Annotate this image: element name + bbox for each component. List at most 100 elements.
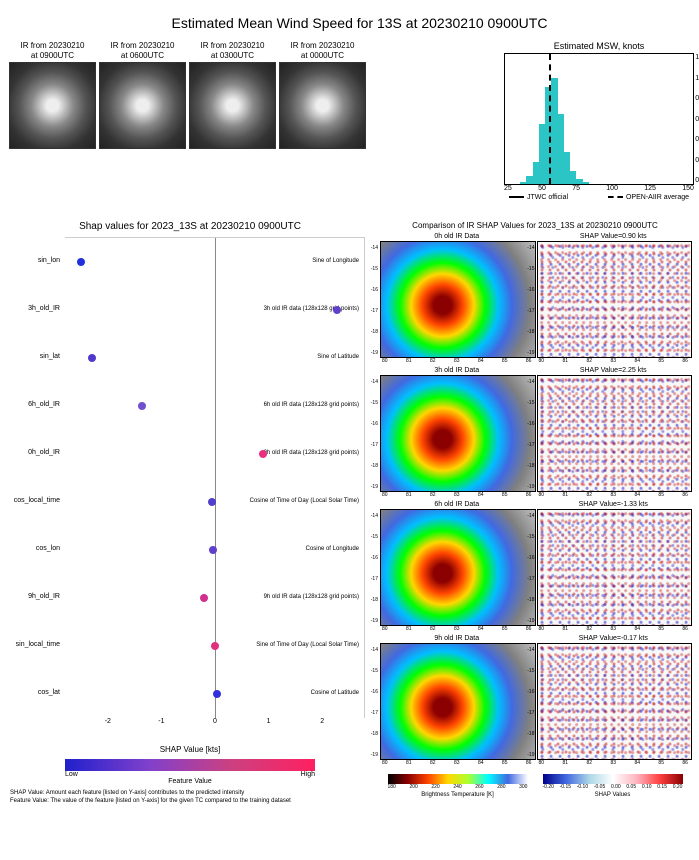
ir-cell-title: 6h old IR Data — [380, 501, 534, 508]
bt-tick: 300 — [519, 784, 527, 790]
ir-data-cell: 0h old IR Data -14-15-16-17-18-19 808182… — [380, 233, 534, 364]
sv-tick: -0.05 — [594, 784, 605, 790]
comparison-panel: Comparison of IR SHAP Values for 2023_13… — [380, 221, 690, 806]
shap-dot — [208, 498, 216, 506]
ir-thumb-1: IR from 20230210at 0600UTC — [100, 41, 185, 201]
shap-cell-title: SHAP Value=-0.17 kts — [537, 635, 691, 642]
shap-cell-title: SHAP Value=0.90 kts — [537, 233, 691, 240]
hist-xtick: 100 — [606, 185, 618, 192]
shap-dot — [213, 690, 221, 698]
shap-image — [537, 643, 693, 760]
shap-feature-desc: Sine of Time of Day (Local Solar Time) — [256, 642, 359, 648]
shap-title: Shap values for 2023_13S at 20230210 090… — [10, 221, 370, 232]
ir-image — [380, 375, 536, 492]
hist-xtick: 75 — [572, 185, 580, 192]
shap-feature-name: cos_lon — [10, 545, 60, 552]
ir-image — [380, 241, 536, 358]
shap-colorbar: -0.20-0.15-0.10-0.050.000.050.100.150.20… — [543, 774, 683, 798]
hist-ytick: 0.6 — [695, 116, 699, 123]
shap-image — [537, 509, 693, 626]
shap-xtick: 2 — [320, 718, 324, 725]
sv-tick: 0.20 — [673, 784, 683, 790]
shap-value-cell: SHAP Value=0.90 kts -14-15-16-17-18-19 8… — [537, 233, 691, 364]
sv-tick: -0.15 — [560, 784, 571, 790]
shap-dot — [259, 450, 267, 458]
shap-feature-name: cos_lat — [10, 689, 60, 696]
shap-feature-name: cos_local_time — [10, 497, 60, 504]
hist-ytick: 0.0 — [695, 177, 699, 184]
shap-cell-title: SHAP Value=-1.33 kts — [537, 501, 691, 508]
shap-feature-name: 3h_old_IR — [10, 305, 60, 312]
shap-feature-desc: Cosine of Latitude — [311, 690, 359, 696]
feature-bar-title: Feature Value — [10, 778, 370, 785]
ir-thumbnails: IR from 20230210at 0900UTC IR from 20230… — [10, 41, 484, 201]
shap-cell-title: SHAP Value=2.25 kts — [537, 367, 691, 374]
ir-thumb-3: IR from 20230210at 0000UTC — [280, 41, 365, 201]
ir-data-cell: 3h old IR Data -14-15-16-17-18-19 808182… — [380, 367, 534, 498]
ir-image — [380, 509, 536, 626]
ir-thumb-image — [99, 62, 186, 149]
feature-value-colorbar — [65, 759, 315, 771]
ir-thumb-label: IR from 20230210at 0300UTC — [200, 41, 264, 60]
shap-value-cell: SHAP Value=2.25 kts -14-15-16-17-18-19 8… — [537, 367, 691, 498]
shap-dot — [138, 402, 146, 410]
shap-plot: sin_lonSine of Longitude3h_old_IR3h old … — [65, 237, 365, 718]
ir-thumb-image — [189, 62, 276, 149]
hist-ytick: 0.8 — [695, 95, 699, 102]
histogram-title: Estimated MSW, knots — [489, 41, 699, 51]
ir-cell-title: 0h old IR Data — [380, 233, 534, 240]
ir-thumb-2: IR from 20230210at 0300UTC — [190, 41, 275, 201]
sv-tick: 0.05 — [626, 784, 636, 790]
bt-tick: 200 — [409, 784, 417, 790]
histogram-bar — [583, 182, 589, 184]
shap-feature-desc: 3h old IR data (128x128 grid points) — [264, 306, 359, 312]
shap-feature-name: 9h_old_IR — [10, 593, 60, 600]
top-row: IR from 20230210at 0900UTC IR from 20230… — [10, 41, 699, 201]
sv-tick: 0.15 — [657, 784, 667, 790]
shap-feature-name: sin_lon — [10, 257, 60, 264]
ir-thumb-0: IR from 20230210at 0900UTC — [10, 41, 95, 201]
hist-xtick: 125 — [644, 185, 656, 192]
feature-high: High — [301, 771, 315, 778]
shap-value-cell: SHAP Value=-0.17 kts -14-15-16-17-18-19 … — [537, 635, 691, 766]
hist-ytick: 0.4 — [695, 136, 699, 143]
hist-xtick: 25 — [504, 185, 512, 192]
histogram-plot: 0.00.20.40.60.81.01.2 Relative Prob — [504, 53, 694, 185]
shap-feature-name: sin_local_time — [10, 641, 60, 648]
shap-row: sin_local_timeSine of Time of Day (Local… — [65, 646, 364, 647]
ir-data-cell: 9h old IR Data -14-15-16-17-18-19 808182… — [380, 635, 534, 766]
sv-tick: -0.20 — [543, 784, 554, 790]
ir-thumb-image — [9, 62, 96, 149]
shap-panel: Shap values for 2023_13S at 20230210 090… — [10, 221, 370, 806]
ir-thumb-label: IR from 20230210at 0600UTC — [110, 41, 174, 60]
bt-tick: 180 — [388, 784, 396, 790]
feature-low: Low — [65, 771, 78, 778]
sv-tick: -0.10 — [577, 784, 588, 790]
shap-dot — [200, 594, 208, 602]
ir-cell-title: 3h old IR Data — [380, 367, 534, 374]
hist-ytick: 1.0 — [695, 75, 699, 82]
histogram-vline — [549, 54, 551, 184]
bt-tick: 240 — [453, 784, 461, 790]
shap-row: sin_lonSine of Longitude — [65, 262, 364, 263]
shap-row: 6h_old_IR6h old IR data (128x128 grid po… — [65, 406, 364, 407]
shap-row: 0h_old_IR0h old IR data (128x128 grid po… — [65, 454, 364, 455]
ir-thumb-image — [279, 62, 366, 149]
shap-feature-desc: Cosine of Time of Day (Local Solar Time) — [250, 498, 359, 504]
page-title: Estimated Mean Wind Speed for 13S at 202… — [10, 15, 699, 31]
hist-ytick: 1.2 — [695, 54, 699, 61]
legend-openaiir: OPEN-AIIR average — [626, 194, 689, 201]
histogram-panel: Estimated MSW, knots 0.00.20.40.60.81.01… — [489, 41, 699, 201]
shap-feature-desc: 6h old IR data (128x128 grid points) — [264, 402, 359, 408]
shap-image — [537, 375, 693, 492]
shap-row: cos_local_timeCosine of Time of Day (Loc… — [65, 502, 364, 503]
ir-cell-title: 9h old IR Data — [380, 635, 534, 642]
shap-row: cos_latCosine of Latitude — [65, 694, 364, 695]
bt-tick: 260 — [475, 784, 483, 790]
shap-feature-desc: Sine of Latitude — [317, 354, 359, 360]
sv-tick: 0.00 — [611, 784, 621, 790]
shap-feature-desc: Sine of Longitude — [312, 258, 359, 264]
shap-row: 9h_old_IR9h old IR data (128x128 grid po… — [65, 598, 364, 599]
comparison-title: Comparison of IR SHAP Values for 2023_13… — [380, 221, 690, 230]
hist-xtick: 150 — [682, 185, 694, 192]
